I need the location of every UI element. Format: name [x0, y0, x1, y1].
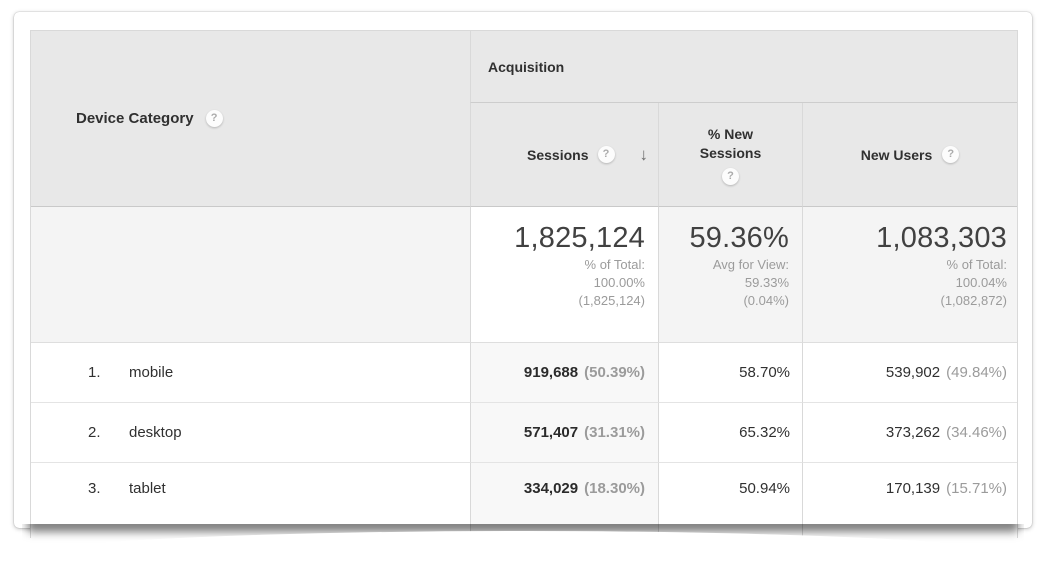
device-link[interactable]: mobile: [129, 364, 174, 381]
summary-pct-new-sessions-note: Avg for View:: [712, 257, 789, 272]
row-rank: 3.: [88, 480, 101, 497]
table-row-sessions-cell: 919,688 (50.39%): [470, 343, 658, 403]
summary-new-users-note: % of Total:: [946, 257, 1007, 272]
sort-descending-icon[interactable]: ↓: [639, 145, 649, 164]
summary-pct-new-sessions-note: (0.04%): [743, 293, 789, 308]
new-users-value: 539,902: [885, 364, 941, 381]
sessions-value: 334,029: [523, 480, 579, 497]
table-row-device-cell[interactable]: 1. mobile: [31, 343, 470, 403]
table-row-device-cell[interactable]: 2. desktop: [31, 403, 470, 463]
table-row-device-cell[interactable]: 3. tablet: [31, 463, 470, 538]
help-icon[interactable]: ?: [722, 167, 739, 185]
summary-new-users-cell: 1,083,303 % of Total: 100.04% (1,082,872…: [802, 207, 1017, 343]
table-row-pct-new-sessions-cell: 58.70%: [658, 343, 802, 403]
row-rank: 1.: [88, 364, 101, 381]
table-row-sessions-cell: 571,407 (31.31%): [470, 403, 658, 463]
table-row-new-users-cell: 539,902 (49.84%): [802, 343, 1017, 403]
sessions-value: 571,407: [523, 424, 579, 441]
table-row-pct-new-sessions-cell: 50.94%: [658, 463, 802, 538]
device-link[interactable]: desktop: [129, 424, 182, 441]
pct-new-sessions-value: 58.70%: [739, 364, 790, 381]
sessions-percent: (50.39%): [584, 364, 645, 381]
help-icon[interactable]: ?: [942, 146, 960, 163]
table-row-new-users-cell: 170,139 (15.71%): [802, 463, 1017, 538]
sessions-value: 919,688: [523, 364, 579, 381]
analytics-device-category-table: Device Category ? Acquisition Sessions ?…: [30, 30, 1018, 538]
help-icon[interactable]: ?: [205, 110, 223, 127]
row-rank: 2.: [88, 424, 101, 441]
new-users-percent: (49.84%): [946, 364, 1007, 381]
new-users-percent: (15.71%): [946, 480, 1007, 497]
table-row-new-users-cell: 373,262 (34.46%): [802, 403, 1017, 463]
summary-pct-new-sessions-note: 59.33%: [744, 275, 789, 290]
table-row-sessions-cell: 334,029 (18.30%): [470, 463, 658, 538]
summary-new-users-value: 1,083,303: [876, 222, 1007, 254]
summary-sessions-cell: 1,825,124 % of Total: 100.00% (1,825,124…: [470, 207, 658, 343]
summary-sessions-value: 1,825,124: [514, 222, 645, 254]
summary-pct-new-sessions-value: 59.36%: [689, 222, 789, 254]
device-link[interactable]: tablet: [129, 480, 166, 497]
new-users-percent: (34.46%): [946, 424, 1007, 441]
column-header-pct-new-sessions[interactable]: % New Sessions ?: [658, 103, 802, 207]
column-header-device-category[interactable]: Device Category ?: [31, 31, 470, 207]
summary-sessions-note: 100.00%: [593, 275, 645, 290]
summary-pct-new-sessions-cell: 59.36% Avg for View: 59.33% (0.04%): [658, 207, 802, 343]
summary-new-users-note: (1,082,872): [940, 293, 1008, 308]
pct-new-sessions-value: 65.32%: [739, 424, 790, 441]
new-users-label: New Users: [860, 146, 933, 163]
acquisition-label: Acquisition: [488, 58, 565, 75]
pct-new-sessions-value: 50.94%: [739, 480, 790, 497]
help-icon[interactable]: ?: [597, 146, 615, 163]
sessions-label: Sessions: [527, 146, 589, 163]
sessions-percent: (18.30%): [584, 480, 645, 497]
summary-dimension-cell: [31, 207, 470, 343]
summary-sessions-note: (1,825,124): [578, 293, 646, 308]
new-users-value: 170,139: [885, 480, 941, 497]
column-header-sessions[interactable]: Sessions ? ↓: [470, 103, 658, 207]
sessions-percent: (31.31%): [584, 424, 645, 441]
column-header-new-users[interactable]: New Users ?: [802, 103, 1017, 207]
device-category-label: Device Category: [76, 110, 194, 127]
pct-new-sessions-label: % New Sessions: [699, 125, 762, 161]
new-users-value: 373,262: [885, 424, 941, 441]
summary-new-users-note: 100.04%: [955, 275, 1007, 290]
table-row-pct-new-sessions-cell: 65.32%: [658, 403, 802, 463]
group-header-acquisition: Acquisition: [470, 31, 1017, 103]
screenshot-card: Device Category ? Acquisition Sessions ?…: [14, 12, 1032, 538]
summary-sessions-note: % of Total:: [584, 257, 645, 272]
